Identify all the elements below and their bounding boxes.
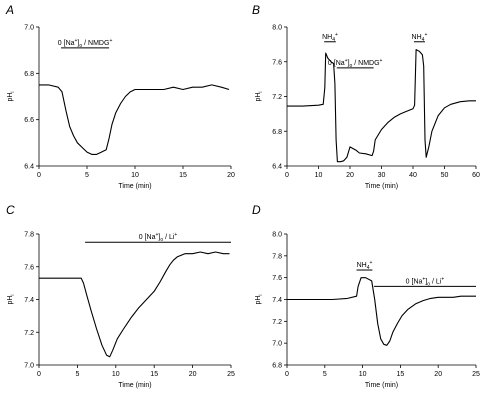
treatment-label: 0 [Na+]o / NMDG+ xyxy=(58,38,113,49)
ph-trace-line xyxy=(39,251,230,358)
ph-trace-line xyxy=(287,49,476,163)
panel-d: D 0 5 10 15 20 25 6.8 7.0 7.2 7.4 7.6 7.8 8.0 Time (mi… xyxy=(252,203,480,389)
treatment-label: 0 [Na+]o / NMDG+ xyxy=(328,58,383,69)
y-tick-label: 7.2 xyxy=(272,94,282,101)
x-axis-label: Time (min) xyxy=(118,382,151,389)
x-tick-label: 0 xyxy=(285,371,289,378)
x-tick-label: 30 xyxy=(378,172,386,179)
x-tick-label: 40 xyxy=(409,172,417,179)
x-tick-label: 5 xyxy=(75,371,79,378)
x-tick-label: 10 xyxy=(315,172,323,179)
y-axis-label: pHi xyxy=(255,294,264,304)
treatment-label: NH4+ xyxy=(357,260,373,271)
x-tick-label: 20 xyxy=(346,172,354,179)
y-tick-label: 7.2 xyxy=(24,330,34,337)
x-tick-label: 0 xyxy=(37,371,41,378)
x-tick-label: 20 xyxy=(227,172,235,179)
y-tick-label: 7.2 xyxy=(272,319,282,326)
y-tick-label: 7.0 xyxy=(24,25,34,32)
y-tick-label: 7.6 xyxy=(24,264,34,271)
x-tick-label: 60 xyxy=(472,172,480,179)
panel-a: A 0 5 10 15 20 6.4 6.6 6.8 7.0 Time (min) pHi 0 [Na+… xyxy=(5,3,235,190)
x-tick-label: 10 xyxy=(112,371,120,378)
x-tick-label: 5 xyxy=(85,172,89,179)
panel-b: B 0 10 20 30 40 50 60 6.4 6.8 7.2 7.6 8.0 Time (min) p… xyxy=(252,3,480,190)
y-axis-label: pHi xyxy=(7,91,16,101)
x-axis-label: Time (min) xyxy=(365,183,398,190)
treatment-label: 0 [Na+]o / Li+ xyxy=(139,232,178,243)
y-tick-label: 6.8 xyxy=(24,71,34,78)
panel-label: B xyxy=(252,3,260,17)
y-tick-label: 7.0 xyxy=(24,363,34,370)
y-tick-label: 6.4 xyxy=(272,164,282,171)
x-tick-label: 25 xyxy=(472,371,480,378)
y-tick-label: 6.4 xyxy=(24,164,34,171)
treatment-label: 0 [Na+]o / Li+ xyxy=(406,276,445,287)
panel-label: A xyxy=(5,3,14,17)
x-tick-label: 0 xyxy=(285,172,289,179)
x-tick-label: 10 xyxy=(359,371,367,378)
y-tick-label: 7.6 xyxy=(272,59,282,66)
x-tick-label: 25 xyxy=(227,371,235,378)
y-tick-label: 7.4 xyxy=(272,297,282,304)
x-tick-label: 5 xyxy=(323,371,327,378)
panel-label: C xyxy=(6,203,15,217)
x-axis-label: Time (min) xyxy=(365,382,398,389)
treatment-label: NH4+ xyxy=(322,32,338,43)
y-tick-label: 7.0 xyxy=(272,341,282,348)
y-tick-label: 7.8 xyxy=(24,232,34,239)
y-tick-label: 8.0 xyxy=(272,25,282,32)
y-tick-label: 7.4 xyxy=(24,297,34,304)
treatment-label: NH4+ xyxy=(412,32,428,43)
x-tick-label: 15 xyxy=(397,371,405,378)
ph-trace-line xyxy=(287,277,476,346)
panel-c: C 0 5 10 15 20 25 7.0 7.2 7.4 7.6 7.8 Time (min) pHi 0… xyxy=(6,203,235,389)
x-tick-label: 20 xyxy=(189,371,197,378)
x-tick-label: 20 xyxy=(434,371,442,378)
panel-label: D xyxy=(252,203,261,217)
x-tick-label: 50 xyxy=(441,172,449,179)
x-tick-label: 10 xyxy=(131,172,139,179)
y-tick-label: 7.8 xyxy=(272,253,282,260)
y-axis-label: pHi xyxy=(255,91,264,101)
y-tick-label: 6.8 xyxy=(272,363,282,370)
x-tick-label: 15 xyxy=(150,371,158,378)
y-axis-label: pHi xyxy=(7,294,16,304)
y-tick-label: 6.6 xyxy=(24,117,34,124)
x-tick-label: 15 xyxy=(179,172,187,179)
y-tick-label: 7.6 xyxy=(272,275,282,282)
y-tick-label: 8.0 xyxy=(272,232,282,239)
y-tick-label: 6.8 xyxy=(272,129,282,136)
x-tick-label: 0 xyxy=(37,172,41,179)
ph-trace-line xyxy=(39,84,230,155)
x-axis-label: Time (min) xyxy=(118,183,151,190)
